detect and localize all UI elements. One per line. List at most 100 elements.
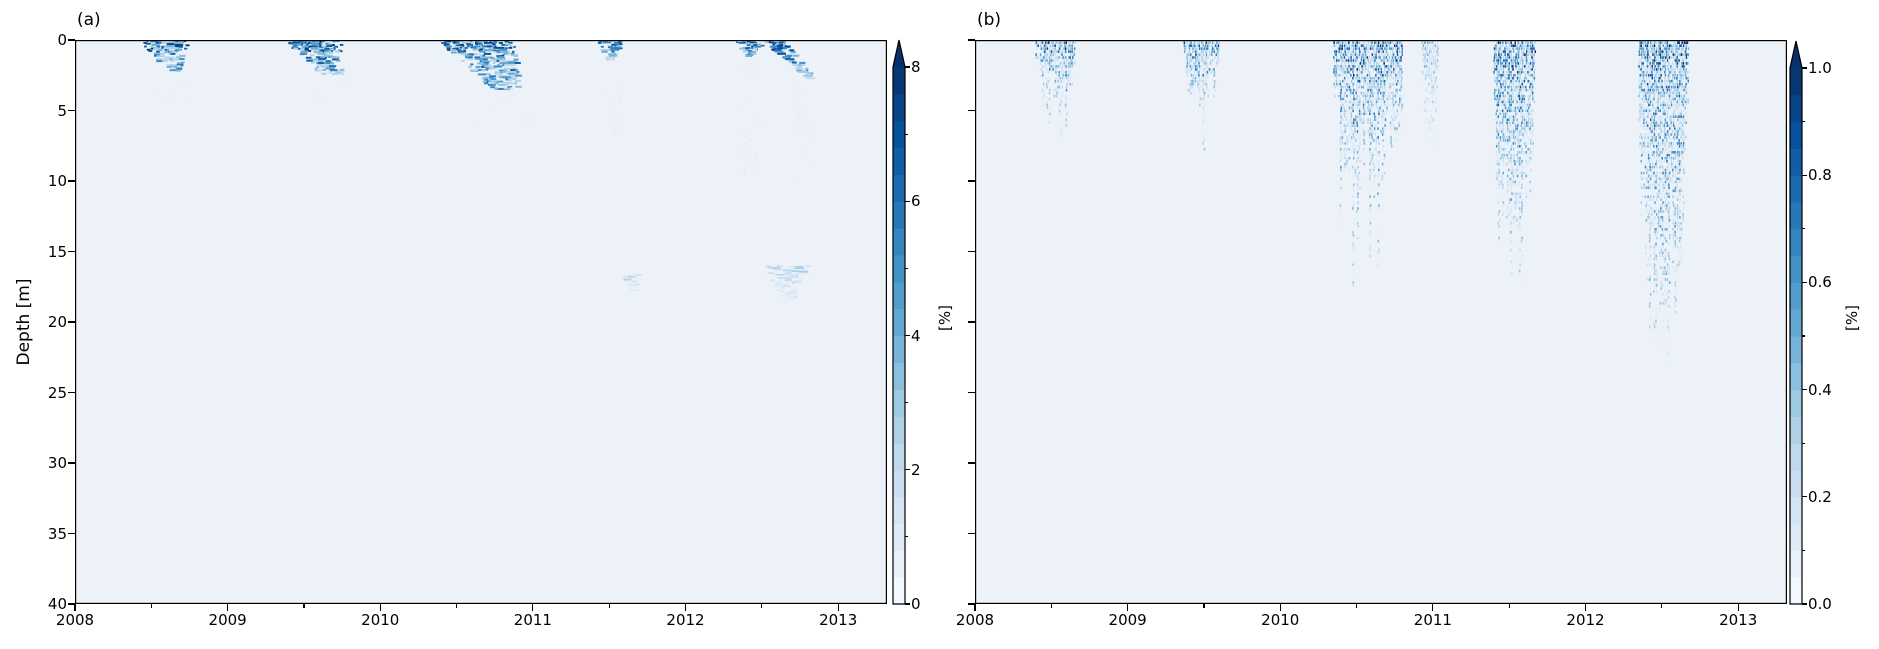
panel-a-y-tick <box>68 109 75 112</box>
panel-a-x-tick <box>684 604 687 611</box>
colorbar-b-tick-label: 0.6 <box>1808 273 1832 292</box>
panel-a-y-tick <box>68 532 75 535</box>
panel-a-x-tick <box>837 604 839 611</box>
panel-a-y-tick-label: 0 <box>57 31 67 49</box>
colorbar-a-tick <box>905 334 910 337</box>
colorbar-a-tick-label: 2 <box>911 460 921 479</box>
panel-b-title: (b) <box>977 10 1002 30</box>
panel-b-y-tick <box>968 321 975 323</box>
colorbar-b-tick-label: 0.8 <box>1808 166 1832 185</box>
colorbar-b <box>1789 40 1803 605</box>
panel-a-x-tick-label: 2011 <box>513 611 552 629</box>
panel-b-x-minor-tick <box>1203 604 1205 608</box>
colorbar-b-tick <box>1802 174 1807 176</box>
panel-a-y-tick-label: 15 <box>47 242 67 261</box>
colorbar-b-minor-tick <box>1802 442 1805 444</box>
colorbar-a-unit-label: [%] <box>936 305 954 331</box>
panel-b-y-tick <box>968 462 975 464</box>
colorbar-b-tick <box>1802 281 1807 283</box>
colorbar-a-tick <box>905 469 910 471</box>
colorbar-a-minor-tick <box>905 536 908 538</box>
panel-a-x-tick-label: 2008 <box>55 611 95 629</box>
colorbar-b-tick-label: 0.0 <box>1808 595 1832 613</box>
colorbar-a-tick-label: 6 <box>911 192 921 211</box>
panel-a-x-tick <box>74 604 76 611</box>
panel-a-y-tick-label: 10 <box>47 172 67 190</box>
colorbar-a-minor-tick <box>905 133 908 135</box>
colorbar-b-minor-tick <box>1802 549 1805 551</box>
panel-b-y-tick <box>968 109 975 112</box>
panel-a-x-tick <box>227 604 229 611</box>
colorbar-a-tick <box>905 603 910 605</box>
panel-b-y-tick <box>968 39 975 41</box>
panel-a-y-tick-label: 25 <box>47 383 67 402</box>
panel-a-x-minor-tick <box>761 604 763 608</box>
colorbar-b-tick-label: 0.2 <box>1808 487 1832 506</box>
panel-b-x-tick-label: 2011 <box>1413 611 1452 629</box>
colorbar-b-tick <box>1802 496 1807 498</box>
panel-a-x-tick-label: 2009 <box>208 611 247 629</box>
colorbar-b-minor-tick <box>1802 228 1805 230</box>
panel-b-y-tick <box>968 532 975 535</box>
panel-b-x-minor-tick <box>1355 604 1358 608</box>
panel-b-x-tick <box>1737 604 1739 611</box>
panel-b-x-tick-label: 2008 <box>955 611 995 629</box>
panel-a-y-tick-label: 20 <box>47 313 67 331</box>
panel-b-y-tick <box>968 603 975 605</box>
panel-b-heatmap <box>975 40 1787 604</box>
colorbar-a-tick-label: 0 <box>911 595 921 613</box>
colorbar-b-tick-label: 1.0 <box>1808 59 1832 77</box>
panel-a-x-tick-label: 2010 <box>361 611 400 629</box>
panel-b-x-tick <box>1127 604 1129 611</box>
colorbar-b-tick-label: 0.4 <box>1808 380 1832 399</box>
colorbar-b-tick <box>1802 603 1807 605</box>
panel-b-x-tick <box>1279 604 1281 611</box>
panel-b-x-tick <box>1584 604 1587 611</box>
panel-a-title: (a) <box>77 10 101 30</box>
panel-a-heatmap <box>75 40 887 604</box>
colorbar-b-unit-label: [%] <box>1843 305 1861 331</box>
colorbar-b-tick <box>1802 67 1807 69</box>
colorbar-a-tick <box>905 66 910 68</box>
panel-a-y-tick <box>68 603 75 605</box>
colorbar-a-minor-tick <box>905 402 908 404</box>
panel-a-y-tick-label: 40 <box>47 595 67 613</box>
panel-b-x-minor-tick <box>1050 604 1052 608</box>
panel-b-x-minor-tick <box>1508 604 1510 608</box>
colorbar-a-tick-label: 4 <box>911 326 921 345</box>
panel-a-x-minor-tick <box>150 604 152 608</box>
panel-a-x-tick-label: 2012 <box>666 611 705 629</box>
panel-a-y-tick <box>68 180 75 182</box>
panel-b-y-tick <box>968 250 975 253</box>
panel-a-y-tick <box>68 250 75 253</box>
colorbar-a-tick <box>905 200 910 202</box>
panel-b-y-tick <box>968 391 975 394</box>
colorbar-b-tick <box>1802 389 1807 391</box>
colorbar-a-tick-label: 8 <box>911 58 921 76</box>
panel-b-x-tick-label: 2009 <box>1108 611 1147 629</box>
panel-a-x-minor-tick <box>455 604 458 608</box>
panel-a-y-tick-label: 30 <box>47 454 67 472</box>
panel-a-x-tick <box>379 604 381 611</box>
colorbar-b-minor-tick <box>1802 335 1805 337</box>
panel-a-x-minor-tick <box>303 604 305 608</box>
panel-b-y-tick <box>968 180 975 182</box>
panel-b-x-tick-label: 2013 <box>1719 611 1758 629</box>
panel-b-x-tick <box>974 604 976 611</box>
panel-a-y-tick-label: 35 <box>47 524 67 543</box>
panel-a-y-tick-label: 5 <box>57 101 67 120</box>
panel-a-x-tick-label: 2013 <box>819 611 858 629</box>
panel-a-x-tick <box>532 604 534 611</box>
panel-a-x-minor-tick <box>608 604 610 608</box>
panel-a-y-tick <box>68 462 75 464</box>
panel-a-y-tick <box>68 39 75 41</box>
panel-a-y-tick <box>68 391 75 394</box>
colorbar-b-minor-tick <box>1802 121 1805 123</box>
panel-b-x-tick-label: 2012 <box>1566 611 1605 629</box>
panel-b-x-tick-label: 2010 <box>1261 611 1300 629</box>
colorbar-a-minor-tick <box>905 267 908 269</box>
panel-b-x-tick <box>1432 604 1434 611</box>
colorbar-a <box>892 39 906 605</box>
panel-b-x-minor-tick <box>1661 604 1663 608</box>
